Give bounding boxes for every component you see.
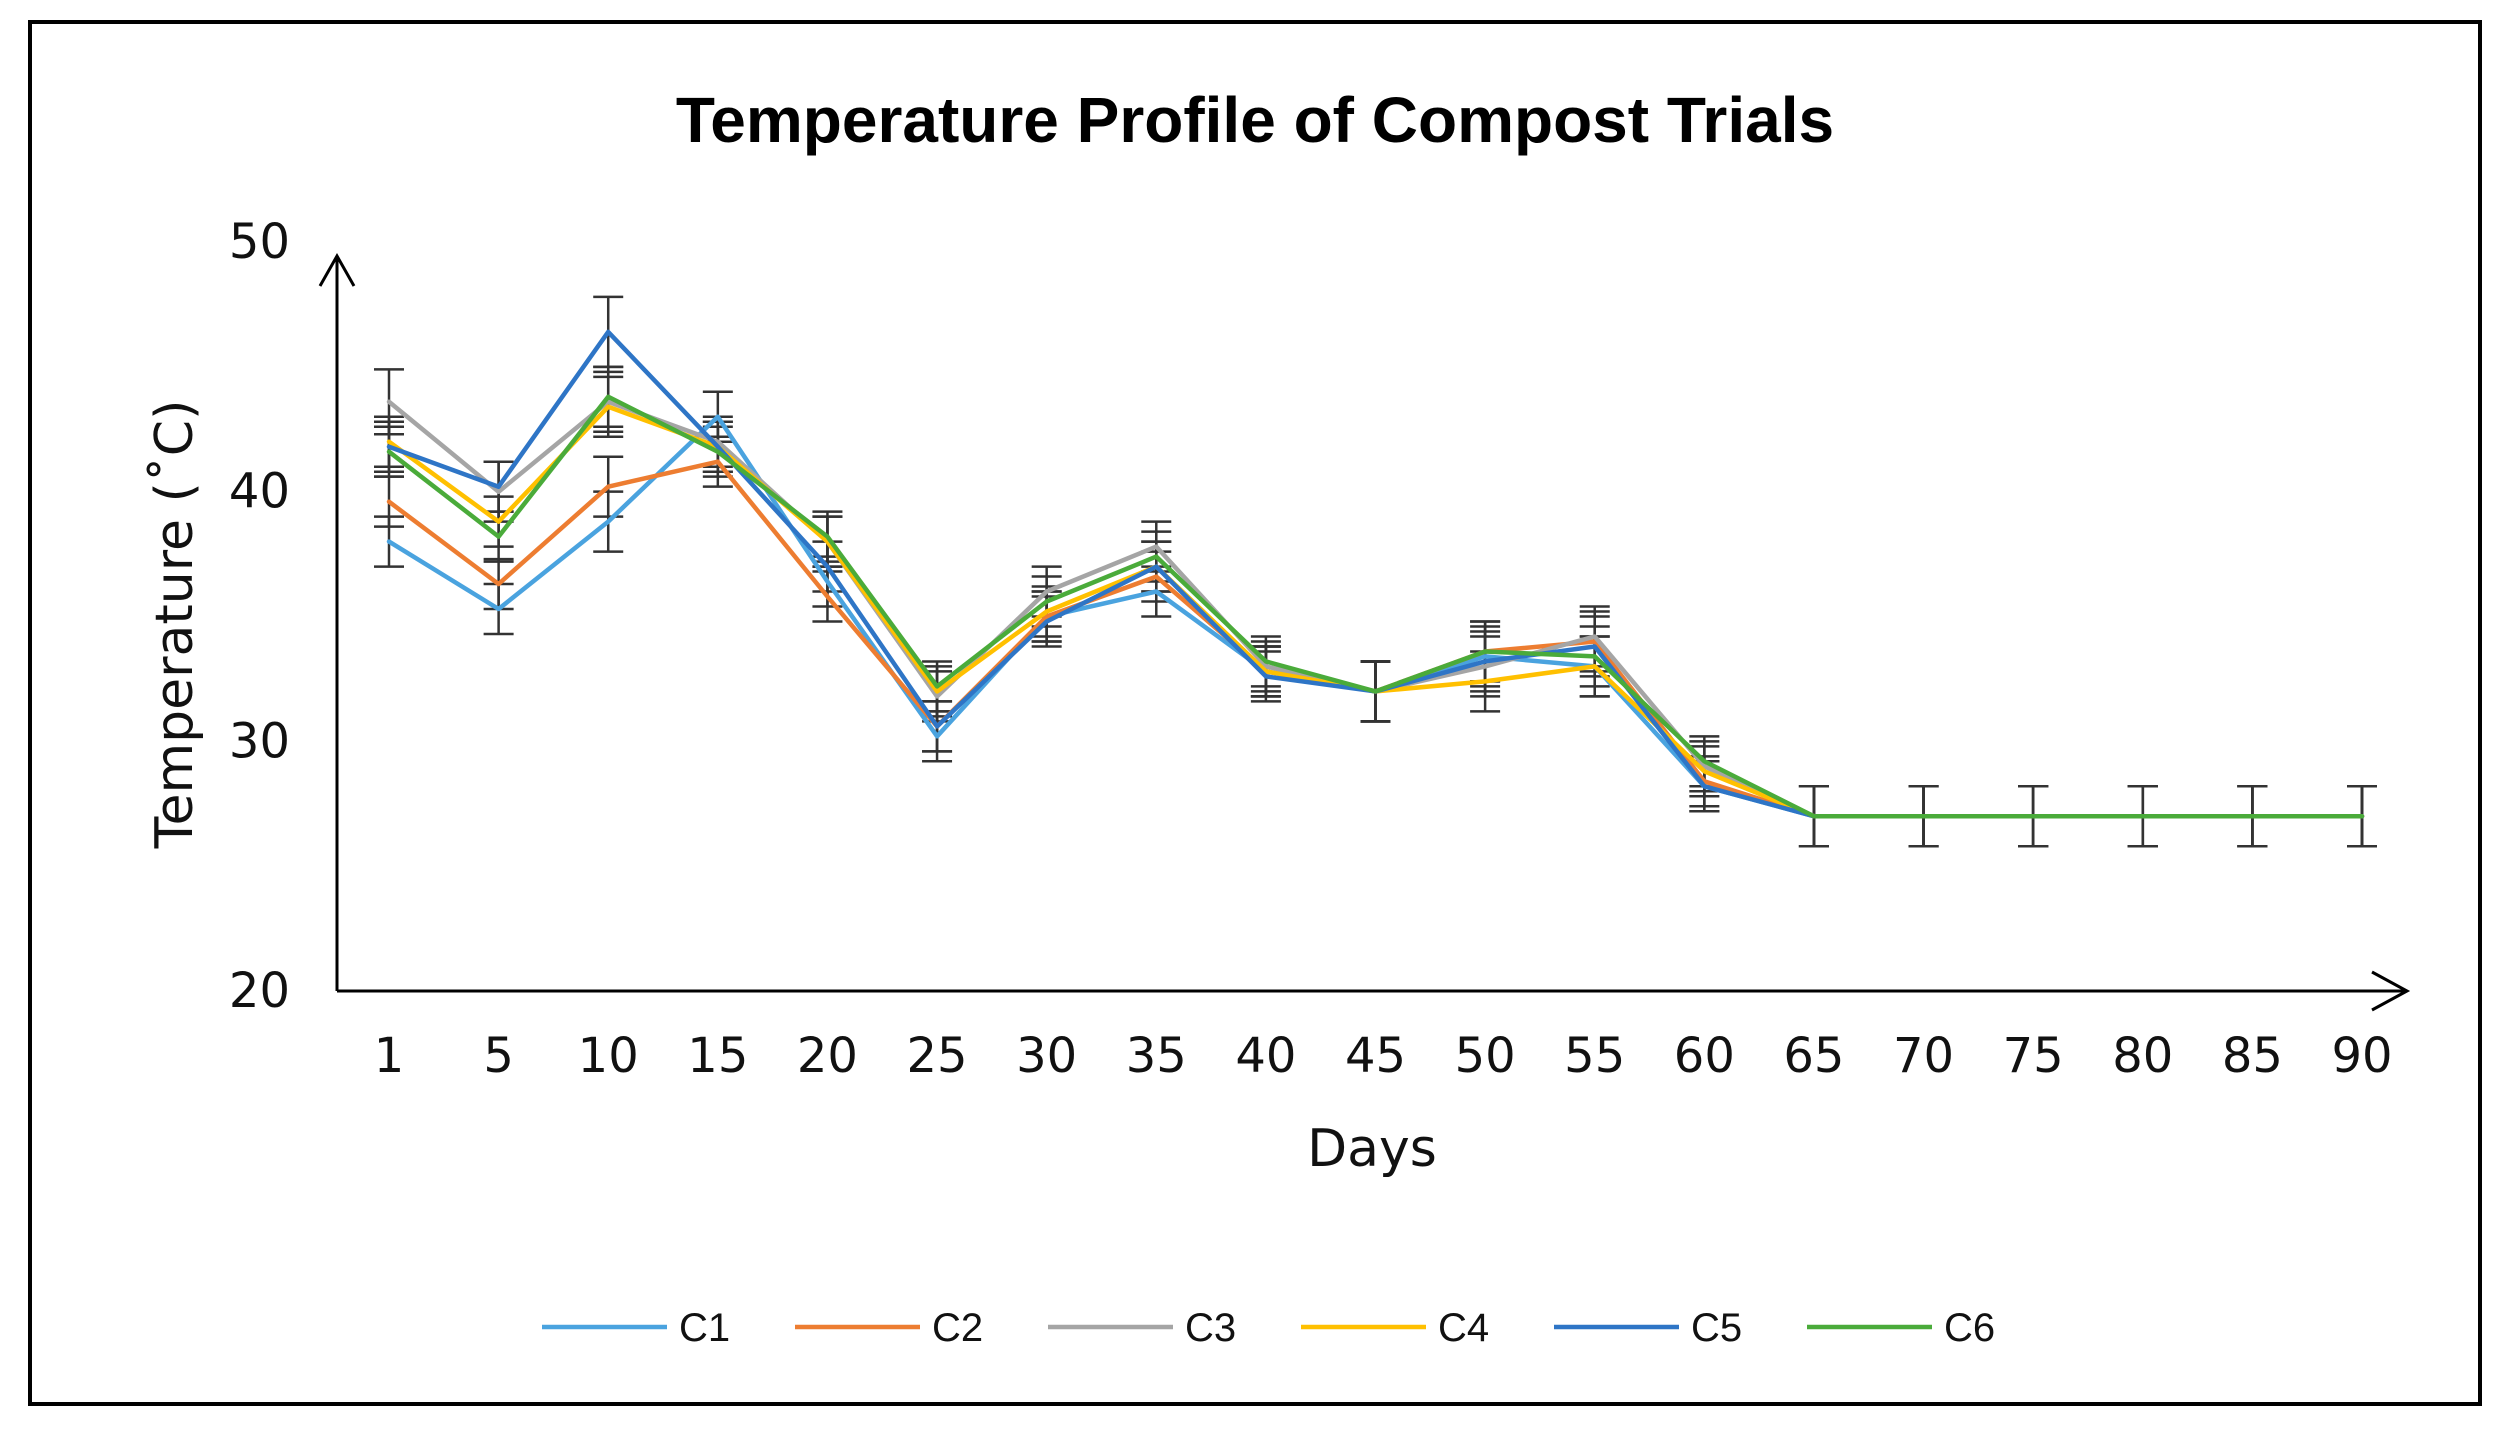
x-tick-label: 75 — [2003, 1028, 2064, 1084]
legend-label-c6: C6 — [1944, 1306, 1995, 1350]
x-tick-label: 85 — [2222, 1028, 2283, 1084]
series-line-c5 — [386, 329, 2365, 819]
axes — [318, 252, 2411, 1012]
x-tick-label: 25 — [907, 1028, 968, 1084]
x-axis-title: Days — [1307, 1119, 1437, 1179]
x-tick-label: 60 — [1674, 1028, 1735, 1084]
y-axis-title: Temperature (˚C) — [145, 400, 205, 850]
x-tick-label: 55 — [1564, 1028, 1625, 1084]
x-tick-label: 20 — [797, 1028, 858, 1084]
legend-label-c3: C3 — [1185, 1306, 1236, 1350]
legend: C1 C2 C3 C4 C5 C6 — [542, 1306, 1995, 1350]
x-tick-label: 65 — [1783, 1028, 1844, 1084]
x-tick-label: 1 — [374, 1028, 405, 1084]
legend-item-c6: C6 — [1807, 1306, 1995, 1350]
legend-item-c1: C1 — [542, 1306, 730, 1350]
x-tick-label: 35 — [1126, 1028, 1187, 1084]
y-tick-label: 50 — [229, 214, 290, 270]
legend-label-c2: C2 — [932, 1306, 983, 1350]
y-tick-label: 30 — [229, 713, 290, 769]
x-tick-label: 5 — [483, 1028, 514, 1084]
x-tick-label: 10 — [578, 1028, 639, 1084]
x-axis-arrow — [2371, 970, 2411, 1012]
x-tick-label: 80 — [2112, 1028, 2173, 1084]
error-bars — [374, 295, 2377, 848]
x-tick-label: 15 — [687, 1028, 748, 1084]
y-axis-arrow — [318, 252, 356, 287]
legend-label-c5: C5 — [1691, 1306, 1742, 1350]
series-line-c6 — [386, 394, 2365, 819]
x-tick-label: 70 — [1893, 1028, 1954, 1084]
legend-label-c4: C4 — [1438, 1306, 1489, 1350]
y-tick-label: 40 — [229, 464, 290, 520]
chart-frame: Temperature Profile of Compost Trials 20… — [28, 20, 2482, 1406]
y-tick-labels: 20 30 40 50 — [229, 214, 290, 1019]
legend-item-c4: C4 — [1301, 1306, 1489, 1350]
series-line-c2 — [386, 459, 2365, 819]
x-tick-label: 30 — [1016, 1028, 1077, 1084]
chart-svg: Temperature Profile of Compost Trials 20… — [145, 84, 2411, 1350]
x-tick-label: 90 — [2331, 1028, 2392, 1084]
y-tick-label: 20 — [229, 963, 290, 1019]
x-tick-label: 40 — [1235, 1028, 1296, 1084]
x-tick-label: 45 — [1345, 1028, 1406, 1084]
x-tick-label: 50 — [1455, 1028, 1516, 1084]
series-lines — [386, 329, 2365, 819]
series-line-c1 — [386, 414, 2365, 819]
chart-title: Temperature Profile of Compost Trials — [676, 84, 1834, 156]
series-line-c3 — [386, 399, 2365, 819]
legend-item-c2: C2 — [795, 1306, 983, 1350]
legend-item-c5: C5 — [1554, 1306, 1742, 1350]
legend-item-c3: C3 — [1048, 1306, 1236, 1350]
legend-label-c1: C1 — [679, 1306, 730, 1350]
x-tick-labels: 1 5 10 15 20 25 30 35 40 45 50 55 60 65 70 75 80 85 90 — [374, 1028, 2393, 1084]
